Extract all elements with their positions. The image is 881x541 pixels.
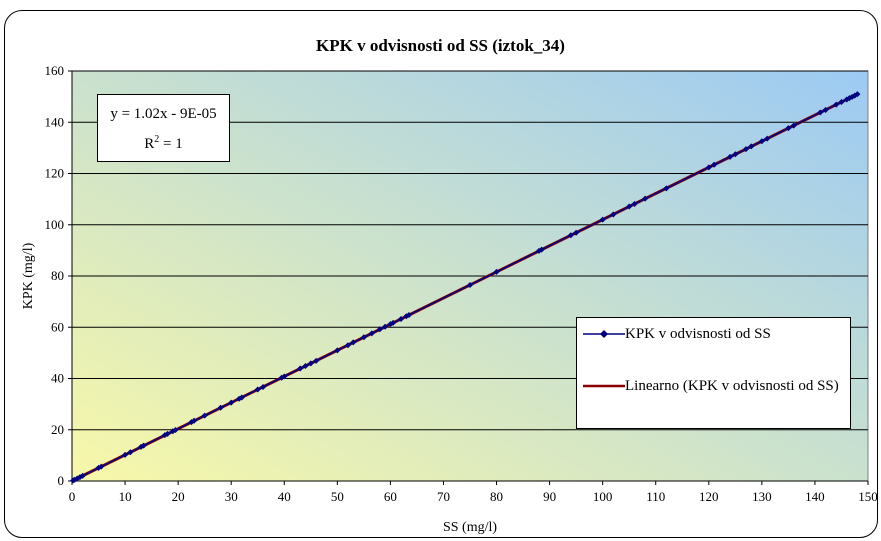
r-squared: R2 = 1 bbox=[144, 134, 183, 152]
data-point bbox=[732, 151, 739, 158]
data-point bbox=[368, 330, 375, 337]
data-point bbox=[758, 138, 765, 145]
data-point bbox=[390, 319, 397, 326]
data-point bbox=[382, 323, 389, 330]
data-point bbox=[727, 153, 734, 160]
data-point bbox=[790, 122, 797, 129]
data-point bbox=[631, 200, 638, 207]
data-point bbox=[172, 427, 179, 434]
x-tick-label: 40 bbox=[278, 489, 291, 504]
data-point bbox=[344, 342, 351, 349]
data-point bbox=[164, 430, 171, 437]
y-tick-label: 80 bbox=[51, 268, 64, 283]
data-point bbox=[817, 109, 824, 116]
x-tick-label: 10 bbox=[119, 489, 132, 504]
data-point bbox=[334, 347, 341, 354]
x-tick-label: 130 bbox=[752, 489, 772, 504]
data-point bbox=[573, 229, 580, 236]
data-point bbox=[567, 232, 574, 239]
data-point bbox=[610, 211, 617, 218]
y-tick-label: 160 bbox=[45, 63, 65, 78]
x-tick-label: 80 bbox=[490, 489, 503, 504]
data-point bbox=[538, 246, 545, 253]
trendline-equation: y = 1.02x - 9E-05 bbox=[110, 106, 217, 122]
y-tick-label: 100 bbox=[45, 217, 65, 232]
x-tick-label: 20 bbox=[172, 489, 185, 504]
data-point bbox=[376, 326, 383, 333]
y-tick-label: 140 bbox=[45, 114, 65, 129]
x-tick-label: 120 bbox=[699, 489, 719, 504]
x-tick-label: 0 bbox=[69, 489, 76, 504]
data-point bbox=[140, 442, 147, 449]
legend-label-trendline: Linearno (KPK v odvisnosti od SS) bbox=[625, 378, 839, 394]
data-point bbox=[254, 386, 261, 393]
data-point bbox=[122, 451, 129, 458]
x-tick-label: 70 bbox=[437, 489, 450, 504]
data-point bbox=[297, 365, 304, 372]
legend-marker-series bbox=[583, 330, 625, 338]
chart-title: KPK v odvisnosti od SS (iztok_34) bbox=[316, 36, 565, 55]
data-point bbox=[854, 91, 861, 98]
trendline-equation-box: y = 1.02x - 9E-05 R2 = 1 bbox=[97, 94, 230, 162]
y-tick-label: 120 bbox=[45, 166, 65, 181]
data-point bbox=[405, 311, 412, 318]
data-point bbox=[833, 101, 840, 108]
data-point bbox=[281, 373, 288, 380]
data-point bbox=[191, 417, 198, 424]
x-tick-label: 100 bbox=[593, 489, 613, 504]
y-axis-label: KPK (mg/l) bbox=[21, 242, 36, 309]
data-point bbox=[467, 281, 473, 288]
data-point bbox=[742, 146, 749, 153]
data-point bbox=[785, 125, 792, 132]
y-tick-label: 60 bbox=[51, 319, 64, 334]
data-point bbox=[764, 135, 771, 142]
data-point bbox=[217, 404, 224, 411]
y-tick-label: 20 bbox=[51, 422, 64, 437]
data-point bbox=[748, 143, 755, 150]
data-point bbox=[313, 357, 320, 364]
x-tick-label: 110 bbox=[646, 489, 665, 504]
x-tick-label: 50 bbox=[331, 489, 344, 504]
data-point bbox=[398, 316, 405, 323]
data-point bbox=[127, 449, 134, 456]
x-tick-label: 30 bbox=[225, 489, 238, 504]
x-tick-label: 60 bbox=[384, 489, 397, 504]
y-tick-label: 0 bbox=[58, 473, 65, 488]
data-point bbox=[350, 339, 357, 346]
y-tick-label: 40 bbox=[51, 371, 64, 386]
data-point bbox=[626, 203, 633, 210]
data-point bbox=[201, 412, 208, 419]
data-point bbox=[238, 394, 245, 401]
x-tick-label: 150 bbox=[858, 489, 878, 504]
data-point bbox=[98, 463, 105, 470]
data-point bbox=[228, 399, 235, 406]
data-point bbox=[79, 472, 86, 479]
data-point bbox=[663, 185, 670, 192]
data-point bbox=[360, 334, 367, 341]
data-point bbox=[260, 383, 267, 390]
data-point bbox=[642, 195, 649, 202]
data-point bbox=[822, 106, 829, 113]
data-point bbox=[307, 360, 314, 367]
data-point bbox=[493, 268, 500, 275]
x-axis-label: SS (mg/l) bbox=[443, 520, 497, 535]
chart-legend: KPK v odvisnosti od SS Linearno (KPK v o… bbox=[576, 317, 851, 429]
data-point bbox=[302, 362, 309, 369]
data-point bbox=[838, 99, 845, 106]
data-point bbox=[711, 161, 718, 168]
legend-marker-trendline bbox=[583, 384, 625, 388]
x-tick-label: 140 bbox=[805, 489, 825, 504]
data-point bbox=[599, 216, 606, 223]
legend-label-series: KPK v odvisnosti od SS bbox=[625, 326, 771, 342]
x-tick-label: 90 bbox=[543, 489, 556, 504]
data-point bbox=[705, 164, 712, 171]
